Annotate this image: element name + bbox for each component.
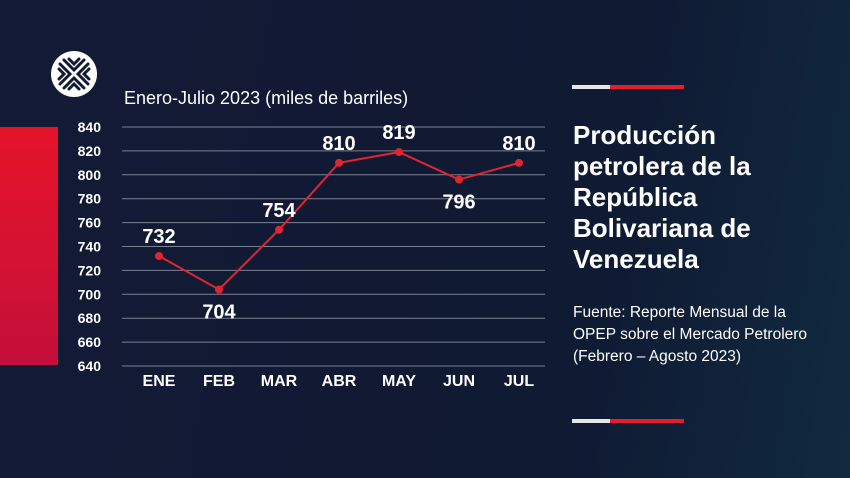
y-tick-label: 660 xyxy=(78,334,102,350)
top-divider xyxy=(572,85,684,89)
data-label: 704 xyxy=(202,302,236,324)
data-point xyxy=(515,158,523,167)
data-label: 754 xyxy=(262,200,296,222)
logo-icon xyxy=(51,51,97,97)
y-tick-label: 780 xyxy=(78,191,102,207)
data-point xyxy=(155,252,163,261)
x-tick-label: FEB xyxy=(203,373,235,390)
y-tick-label: 740 xyxy=(78,239,102,255)
x-tick-label: JUL xyxy=(504,373,534,390)
x-tick-label: MAY xyxy=(382,373,416,390)
x-tick-label: ENE xyxy=(143,373,176,390)
chart-subtitle: Enero-Julio 2023 (miles de barriles) xyxy=(124,88,409,108)
data-point xyxy=(335,158,343,167)
decorative-red-bar xyxy=(0,127,58,365)
data-label: 810 xyxy=(502,133,535,155)
data-label: 732 xyxy=(142,226,175,248)
x-tick-label: JUN xyxy=(443,373,475,390)
data-label: 819 xyxy=(382,122,415,144)
data-label: 810 xyxy=(322,133,355,155)
x-tick-label: ABR xyxy=(322,373,357,390)
x-tick-label: MAR xyxy=(261,373,298,390)
data-point xyxy=(275,225,283,234)
page-title: Producción petrolera de la República Bol… xyxy=(573,120,751,274)
data-point xyxy=(215,285,223,294)
source-note: Fuente: Reporte Mensual de la OPEP sobre… xyxy=(573,304,808,365)
y-tick-label: 640 xyxy=(78,358,102,374)
y-tick-label: 800 xyxy=(78,167,102,183)
data-point xyxy=(455,175,463,184)
y-tick-label: 840 xyxy=(78,119,102,135)
y-tick-label: 720 xyxy=(78,262,102,278)
y-tick-label: 700 xyxy=(78,286,102,302)
y-tick-label: 760 xyxy=(78,215,102,231)
y-tick-label: 680 xyxy=(78,310,102,326)
data-label: 796 xyxy=(442,192,475,214)
series-line xyxy=(158,151,520,291)
data-point xyxy=(395,148,403,157)
y-tick-label: 820 xyxy=(78,143,102,159)
bottom-divider xyxy=(572,419,684,423)
